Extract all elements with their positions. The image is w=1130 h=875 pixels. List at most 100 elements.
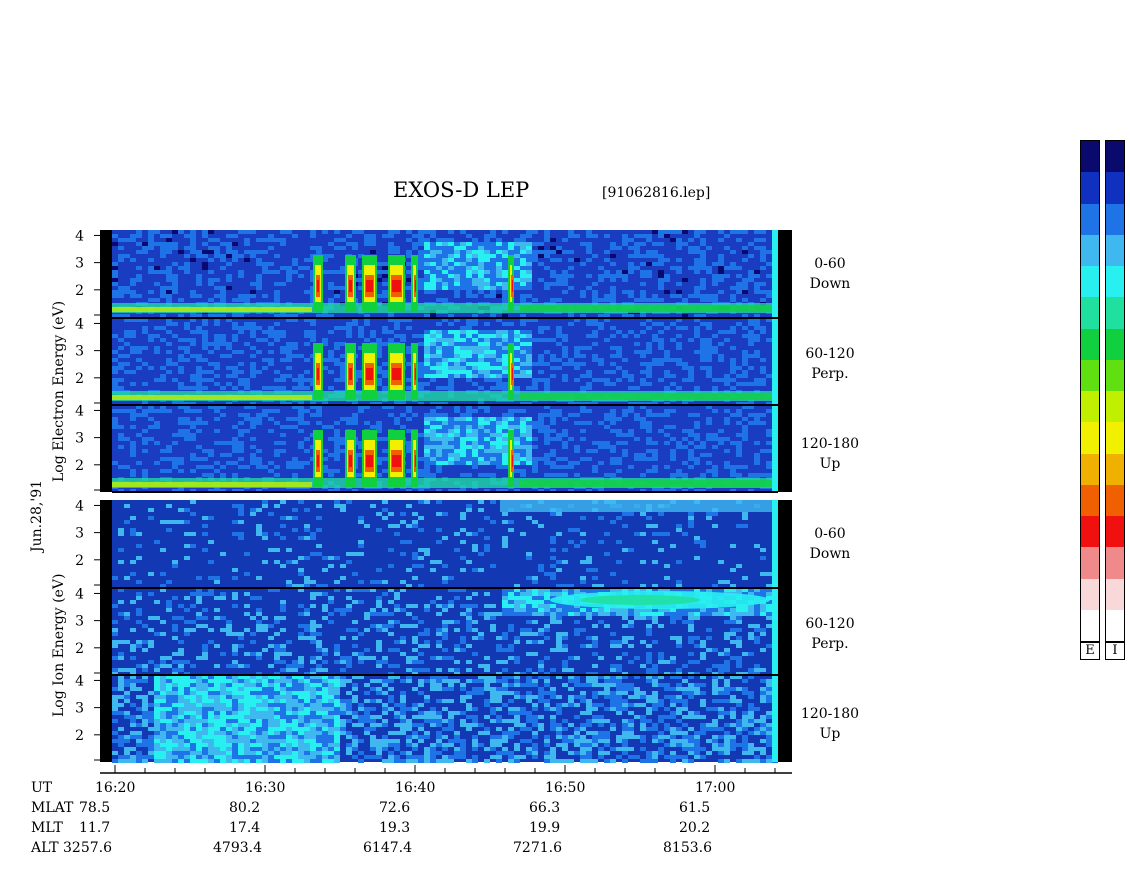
colorbar-swatch (1106, 359, 1124, 391)
ephemeris-ut-value: 16:40 (395, 780, 436, 796)
colorbar-swatch (1106, 391, 1124, 423)
ephemeris-mlat-value: 72.6 (379, 800, 411, 816)
y-tick-label: 4 (75, 586, 84, 602)
colorbar-swatch (1081, 234, 1099, 266)
panel-label-i-perp: 60-120 Perp. (795, 614, 865, 654)
ephemeris-alt-value: 8153.6 (663, 840, 712, 856)
y-tick-label: 3 (75, 256, 84, 272)
colorbar-swatch (1081, 547, 1099, 579)
row-label-mlt: MLT (31, 820, 63, 836)
panel-label-e-perp: 60-120 Perp. (795, 344, 865, 384)
ephemeris-mlt-value: 17.4 (229, 820, 261, 836)
colorbar-swatch (1081, 297, 1099, 329)
pitch-direction: Up (819, 726, 841, 742)
ephemeris-ut-value: 17:00 (695, 780, 736, 796)
y-tick-label: 3 (75, 526, 84, 542)
y-tick-label: 3 (75, 431, 84, 447)
colorbar-swatch (1081, 203, 1099, 235)
colorbar-swatch (1081, 578, 1099, 610)
spectrogram-panel-3 (112, 500, 778, 588)
ephemeris-mlt-value: 19.9 (529, 820, 561, 836)
y-tick-label: 2 (75, 728, 84, 744)
frame-right-ion (778, 500, 792, 762)
colorbar-swatch (1106, 516, 1124, 548)
y-tick-label: 4 (75, 673, 84, 689)
colorbar-swatch (1106, 172, 1124, 204)
ephemeris-alt-value: 3257.6 (63, 840, 112, 856)
ephemeris-mlt-value: 20.2 (679, 820, 711, 836)
y-tick-label: 2 (75, 283, 84, 299)
frame-left-electron (100, 230, 112, 492)
y-tick-label: 3 (75, 701, 84, 717)
ephemeris-ut-value: 16:30 (245, 780, 286, 796)
ephemeris-mlat-value: 61.5 (679, 800, 711, 816)
colorbar-swatch (1106, 547, 1124, 579)
pitch-range: 0-60 (814, 256, 846, 272)
ephemeris-mlt-value: 11.7 (79, 820, 111, 836)
panel-label-e-down: 0-60 Down (795, 254, 865, 294)
ephemeris-ut-value: 16:50 (545, 780, 586, 796)
y-tick-label: 3 (75, 344, 84, 360)
colorbar-swatch (1106, 484, 1124, 516)
colorbar-label-e: E (1080, 642, 1100, 660)
pitch-range: 120-180 (800, 436, 860, 452)
colorbar-swatch (1106, 266, 1124, 298)
colorbar-swatch (1081, 359, 1099, 391)
colorbar-swatch (1081, 141, 1099, 173)
colorbar-electron (1080, 140, 1100, 642)
panel-label-e-up: 120-180 Up (795, 434, 865, 474)
low-energy-band (112, 303, 778, 313)
ephemeris-alt-value: 6147.4 (363, 840, 412, 856)
y-tick-label: 4 (75, 403, 84, 419)
row-label-mlat: MLAT (31, 800, 74, 816)
ephemeris-mlat-value: 66.3 (529, 800, 561, 816)
pitch-direction: Down (809, 276, 851, 292)
y-tick-label: 2 (75, 553, 84, 569)
colorbar-swatch (1081, 328, 1099, 360)
y-tick-label: 4 (75, 498, 84, 514)
colorbar-swatch (1081, 484, 1099, 516)
y-tick-label: 3 (75, 614, 84, 630)
ephemeris-alt-value: 7271.6 (513, 840, 562, 856)
colorbar-swatch (1106, 578, 1124, 610)
colorbar-swatch (1106, 297, 1124, 329)
pitch-direction: Perp. (811, 366, 849, 382)
colorbar-swatch (1081, 422, 1099, 454)
colorbar-swatch (1106, 203, 1124, 235)
colorbar-swatch (1081, 453, 1099, 485)
colorbar-swatch (1081, 266, 1099, 298)
low-energy-band (112, 391, 778, 401)
colorbar-swatch (1081, 172, 1099, 204)
pitch-range: 120-180 (800, 706, 860, 722)
pitch-range: 0-60 (814, 526, 846, 542)
colorbar-swatch (1081, 609, 1099, 641)
electron-axis-label: Log Electron Energy (eV) (51, 300, 67, 482)
pitch-direction: Up (819, 456, 841, 472)
spectrogram-panel-5 (112, 675, 778, 763)
ephemeris-mlat-value: 78.5 (79, 800, 111, 816)
row-label-alt: ALT (31, 840, 59, 856)
colorbar-swatch (1106, 609, 1124, 641)
pitch-direction: Down (809, 546, 851, 562)
spectrogram-panel-2 (112, 405, 778, 493)
y-tick-label: 4 (75, 316, 84, 332)
colorbar-swatch (1081, 391, 1099, 423)
colorbar-swatch (1106, 141, 1124, 173)
frame-left-ion (100, 500, 112, 762)
colorbar-swatch (1106, 422, 1124, 454)
pitch-range: 60-120 (805, 616, 855, 632)
colorbar-swatch (1081, 516, 1099, 548)
frame-right-electron (778, 230, 792, 492)
ion-upper-band (500, 500, 778, 512)
y-tick-label: 2 (75, 371, 84, 387)
pitch-direction: Perp. (811, 636, 849, 652)
colorbar-swatch (1106, 234, 1124, 266)
file-name: [91062816.lep] (602, 185, 711, 201)
y-tick-label: 2 (75, 458, 84, 474)
y-tick-label: 2 (75, 641, 84, 657)
colorbar-swatch (1106, 453, 1124, 485)
ephemeris-ut-value: 16:20 (95, 780, 136, 796)
panel-label-i-up: 120-180 Up (795, 704, 865, 744)
y-tick-label: 4 (75, 228, 84, 244)
